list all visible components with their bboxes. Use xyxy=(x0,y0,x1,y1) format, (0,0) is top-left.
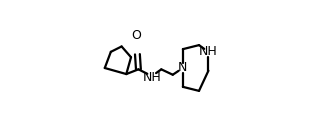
Text: O: O xyxy=(132,29,141,42)
Text: N: N xyxy=(178,61,188,75)
Text: NH: NH xyxy=(199,45,218,58)
Text: NH: NH xyxy=(142,71,161,84)
